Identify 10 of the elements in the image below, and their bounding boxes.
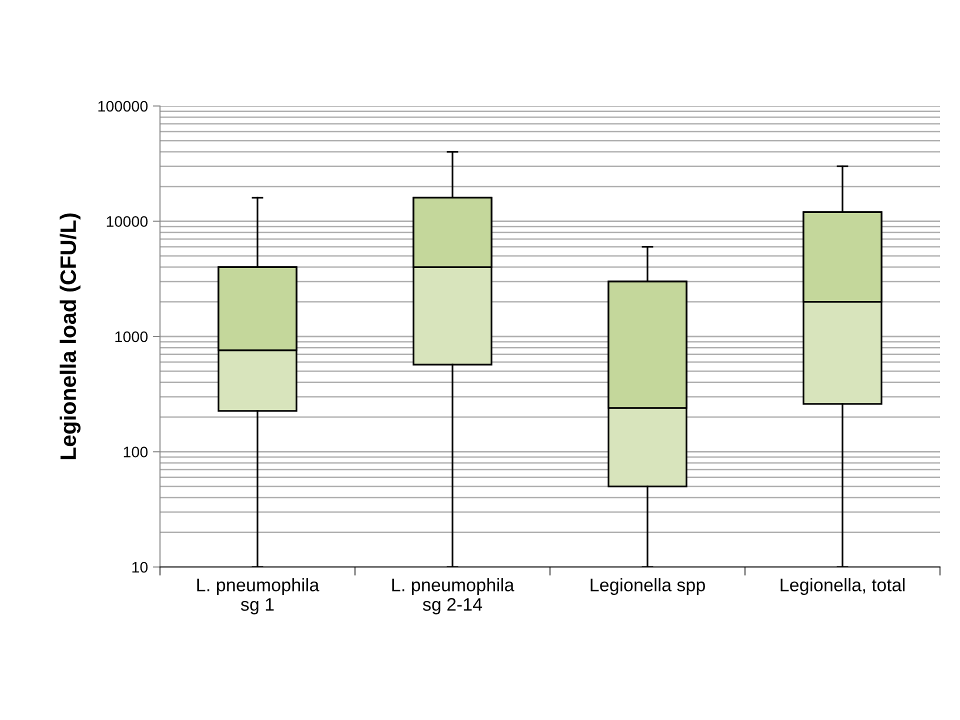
- y-tick-label: 100000: [98, 100, 148, 112]
- x-tick-label: Legionella spp: [590, 578, 705, 595]
- x-tick-label: Legionella, total: [780, 578, 905, 595]
- x-tick-label: L. pneumophila sg 1: [197, 578, 320, 614]
- y-tick-label: 100: [124, 446, 148, 458]
- x-tick-label: L. pneumophila sg 2-14: [392, 578, 514, 614]
- y-tick-label: 10000: [106, 216, 148, 227]
- y-tick-label: 10: [132, 562, 148, 573]
- y-axis-title: Legionella load (CFU/L): [60, 214, 81, 460]
- y-tick-label: 1000: [115, 331, 148, 342]
